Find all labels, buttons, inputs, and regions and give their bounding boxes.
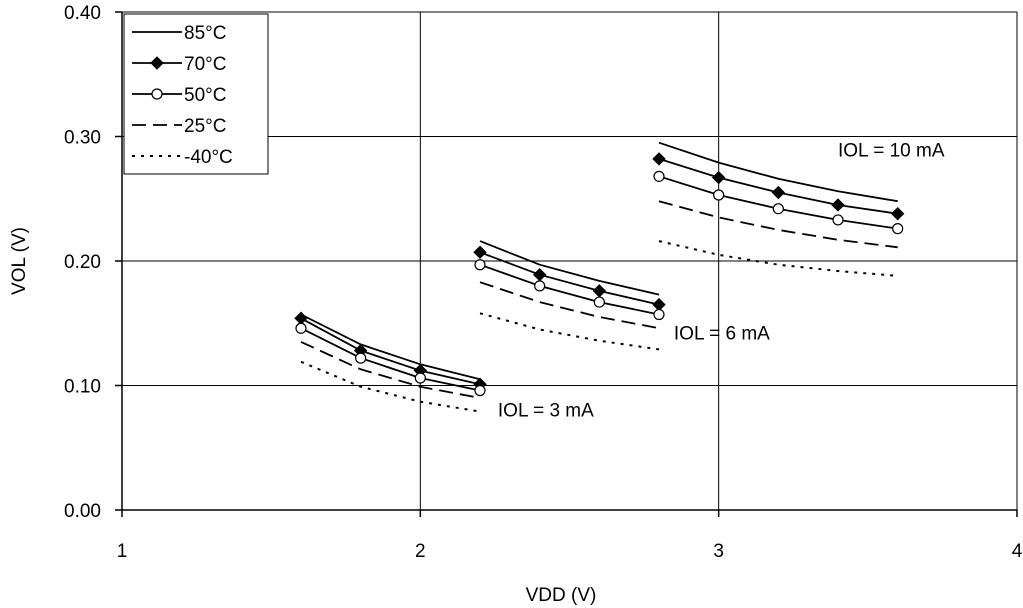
series-40c bbox=[300, 240, 898, 413]
legend-entry: 50°C bbox=[132, 85, 226, 106]
series-line bbox=[479, 263, 660, 316]
circle-marker bbox=[653, 308, 665, 321]
diamond-marker bbox=[652, 297, 666, 312]
series-line bbox=[658, 175, 898, 230]
legend-entry: -40°C bbox=[132, 147, 233, 168]
x-axis-title: VDD (V) bbox=[526, 585, 597, 606]
circle-marker bbox=[832, 214, 844, 226]
series-line bbox=[300, 360, 481, 413]
y-tick-label: 0.40 bbox=[64, 3, 101, 24]
diamond-marker bbox=[711, 170, 726, 185]
series-line bbox=[300, 313, 481, 381]
circle-marker bbox=[772, 203, 784, 215]
series-line bbox=[300, 341, 481, 399]
circle-marker bbox=[414, 372, 426, 384]
x-tick-label: 4 bbox=[1012, 541, 1023, 562]
circle-marker bbox=[474, 384, 486, 397]
series-70c bbox=[294, 152, 905, 391]
circle-marker bbox=[355, 352, 367, 364]
legend-entry: 25°C bbox=[132, 116, 226, 137]
series-line bbox=[479, 240, 660, 296]
legend-label: 85°C bbox=[184, 23, 226, 44]
legend-label: 50°C bbox=[184, 85, 226, 106]
diamond-marker bbox=[294, 311, 308, 325]
y-tick-label: 0.20 bbox=[64, 252, 101, 273]
iol-annotation: IOL = 10 mA bbox=[838, 140, 945, 161]
series-line bbox=[479, 251, 660, 306]
y-tick-label: 0.10 bbox=[64, 377, 101, 398]
series-line bbox=[479, 312, 660, 351]
legend-entry: 70°C bbox=[132, 54, 226, 75]
legend-label: 70°C bbox=[184, 54, 226, 75]
circle-marker bbox=[534, 280, 546, 292]
series-layer bbox=[294, 141, 905, 413]
diamond-marker bbox=[771, 185, 786, 200]
diamond-marker bbox=[473, 245, 487, 259]
series-line bbox=[300, 327, 481, 392]
y-tick-label: 0.30 bbox=[64, 128, 101, 149]
x-tick-label: 1 bbox=[117, 541, 128, 562]
series-50c bbox=[295, 170, 904, 397]
circle-marker bbox=[593, 296, 605, 308]
circle-marker bbox=[713, 189, 725, 201]
circle-marker bbox=[295, 322, 307, 334]
diamond-marker bbox=[890, 206, 905, 221]
series-line bbox=[479, 281, 660, 330]
legend-label: 25°C bbox=[184, 116, 226, 137]
diamond-marker bbox=[831, 198, 845, 212]
diamond-marker bbox=[150, 56, 164, 70]
gridlines bbox=[122, 11, 1018, 510]
y-tick-label: 0.00 bbox=[64, 501, 101, 522]
annotations: IOL = 3 mA IOL = 6 mA IOL = 10 mA bbox=[498, 140, 945, 421]
y-axis-title: VOL (V) bbox=[9, 227, 30, 295]
series-line bbox=[300, 317, 481, 386]
legend-label: -40°C bbox=[184, 147, 233, 168]
axes: 1 2 3 4 0.00 0.10 0.20 0.30 0.40 bbox=[64, 3, 1023, 562]
x-tick-label: 3 bbox=[713, 541, 724, 562]
x-tick-label: 2 bbox=[415, 541, 426, 562]
circle-marker bbox=[653, 170, 665, 182]
series-line bbox=[658, 141, 898, 203]
iol-annotation: IOL = 6 mA bbox=[674, 323, 770, 344]
series-25c bbox=[300, 200, 898, 399]
legend-entry: 85°C bbox=[132, 23, 226, 44]
iol-annotation: IOL = 3 mA bbox=[498, 401, 594, 422]
circle-marker bbox=[892, 223, 904, 235]
series-line bbox=[658, 240, 898, 277]
circle-marker bbox=[151, 88, 163, 100]
diamond-marker bbox=[652, 152, 666, 166]
circle-marker bbox=[474, 259, 486, 271]
diamond-marker bbox=[532, 267, 547, 282]
series-85c bbox=[300, 141, 898, 381]
diamond-marker bbox=[592, 284, 607, 298]
legend: 85°C 70°C 50°C 25°C -40°C bbox=[123, 13, 269, 175]
